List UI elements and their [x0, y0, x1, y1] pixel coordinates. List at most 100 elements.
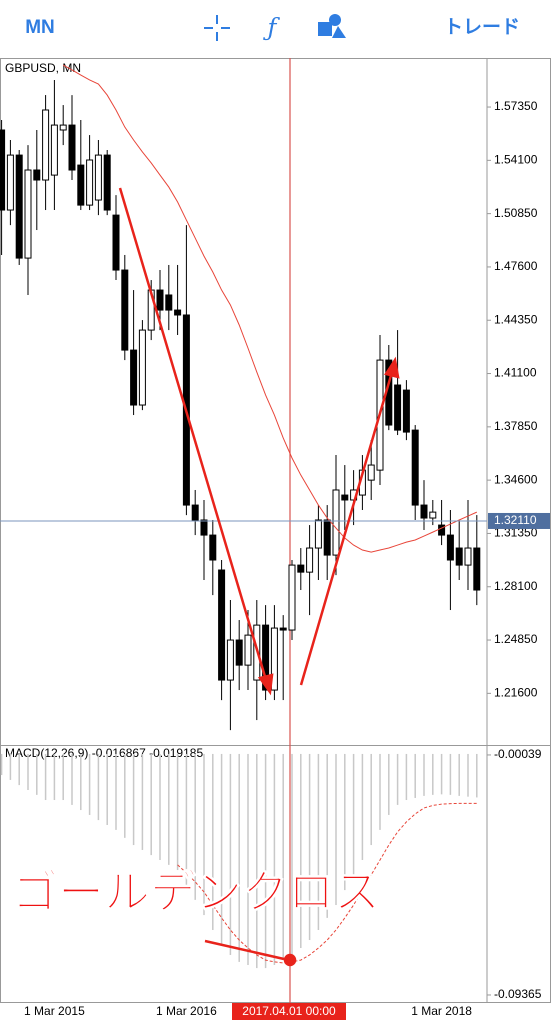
candle-body	[332, 489, 340, 556]
candle-body	[235, 639, 243, 666]
candle-body	[121, 269, 129, 351]
macd-bar	[458, 753, 460, 796]
y-tick-label: 1.24850	[494, 632, 538, 646]
candle-body	[464, 547, 472, 566]
candle-body	[438, 524, 446, 536]
toolbar	[0, 0, 551, 56]
indicator-icon[interactable]: ƒ	[263, 14, 281, 42]
candle-body	[24, 169, 32, 259]
candle-body	[200, 519, 208, 536]
candle-body	[473, 547, 481, 591]
trade-button[interactable]: トレード	[444, 17, 520, 38]
crosshair-label-bg	[232, 1003, 346, 1020]
candle-body	[103, 154, 111, 211]
candle-body	[429, 511, 437, 519]
annotation-text: ゴールデンクロス	[12, 866, 380, 918]
timeframe-button[interactable]: MN	[25, 17, 55, 38]
macd-bar	[150, 753, 152, 856]
macd-bar	[379, 753, 381, 830]
macd-bar	[467, 753, 469, 797]
objects-icon[interactable]	[318, 14, 346, 38]
macd-bar	[264, 753, 267, 969]
candle-body	[270, 627, 278, 691]
macd-bar	[44, 753, 47, 801]
macd-bar	[88, 753, 91, 815]
candle-body	[130, 349, 138, 406]
candle-body	[323, 519, 331, 556]
y-tick-label: -0.09365	[494, 987, 542, 1001]
candle-body	[411, 429, 419, 506]
candle-body	[6, 154, 14, 211]
x-tick-label: 1 Mar 2018	[411, 1004, 472, 1018]
y-tick-label: 1.28100	[494, 579, 538, 593]
candle-body	[68, 124, 76, 171]
candle-body	[314, 519, 322, 549]
macd-bar	[185, 753, 188, 885]
candle-body	[262, 624, 270, 691]
y-tick-label: 1.44350	[494, 312, 538, 326]
macd-bar	[476, 753, 478, 798]
macd-bar	[194, 753, 196, 900]
macd-bar	[256, 753, 258, 969]
macd-bar	[388, 753, 390, 815]
candle-body	[94, 154, 102, 201]
candle-body	[209, 534, 217, 561]
y-tick-label: 1.54100	[494, 153, 538, 167]
macd-bar	[300, 753, 302, 949]
macd-bar	[423, 753, 425, 796]
y-tick-label: 1.37850	[494, 419, 538, 433]
macd-bar	[449, 753, 452, 795]
signal-line	[177, 802, 477, 964]
y-tick-label: 1.21600	[494, 686, 538, 700]
crosshair-label: 2017.04.01 00:00	[242, 1004, 336, 1018]
chart-title: GBPUSD, MN	[5, 61, 81, 75]
candle-body	[420, 504, 428, 519]
macd-bar	[220, 753, 223, 945]
macd-bar	[405, 753, 408, 801]
macd-bar	[168, 753, 170, 865]
candle-body	[15, 154, 23, 259]
x-tick-label: 1 Mar 2016	[156, 1004, 217, 1018]
candle-body	[33, 169, 41, 181]
candle-body	[446, 534, 454, 561]
macd-bar	[317, 753, 320, 930]
macd-bar	[27, 753, 29, 790]
y-tick-label: 1.34600	[494, 472, 538, 486]
candle-body	[288, 564, 296, 631]
macd-bar	[229, 753, 232, 955]
macd-bar	[141, 753, 144, 850]
candle-body	[341, 494, 349, 501]
candle-body	[367, 464, 375, 481]
candle-body	[156, 289, 164, 311]
macd-bar	[9, 753, 12, 780]
candle-body	[394, 384, 402, 431]
y-tick-label: 1.50850	[494, 206, 538, 220]
candle-body	[306, 547, 314, 573]
candle-body	[297, 564, 305, 573]
macd-title: MACD(12,26,9) -0.016867 -0.019185	[5, 746, 203, 760]
macd-bar	[414, 753, 416, 798]
macd-bar	[370, 753, 372, 846]
macd-bar	[71, 753, 73, 805]
candle-body	[279, 627, 287, 631]
current-price-bg	[488, 512, 550, 529]
crosshair-icon[interactable]	[204, 15, 230, 41]
macd-bar	[159, 753, 161, 860]
macd-bar	[326, 753, 328, 918]
candle-body	[50, 124, 58, 176]
macd-bar	[80, 753, 82, 811]
candle-body	[244, 634, 252, 666]
macd-bar	[352, 753, 355, 875]
macd-bar	[18, 753, 20, 786]
macd-bar	[335, 753, 337, 906]
macd-bar	[432, 753, 434, 795]
macd-bar	[0, 753, 3, 776]
macd-bar	[97, 753, 100, 821]
moving-average	[62, 64, 478, 553]
candle-body	[165, 294, 173, 311]
macd-bar	[361, 753, 364, 860]
y-tick-label: 1.41100	[494, 366, 537, 380]
candle-body	[59, 124, 67, 131]
